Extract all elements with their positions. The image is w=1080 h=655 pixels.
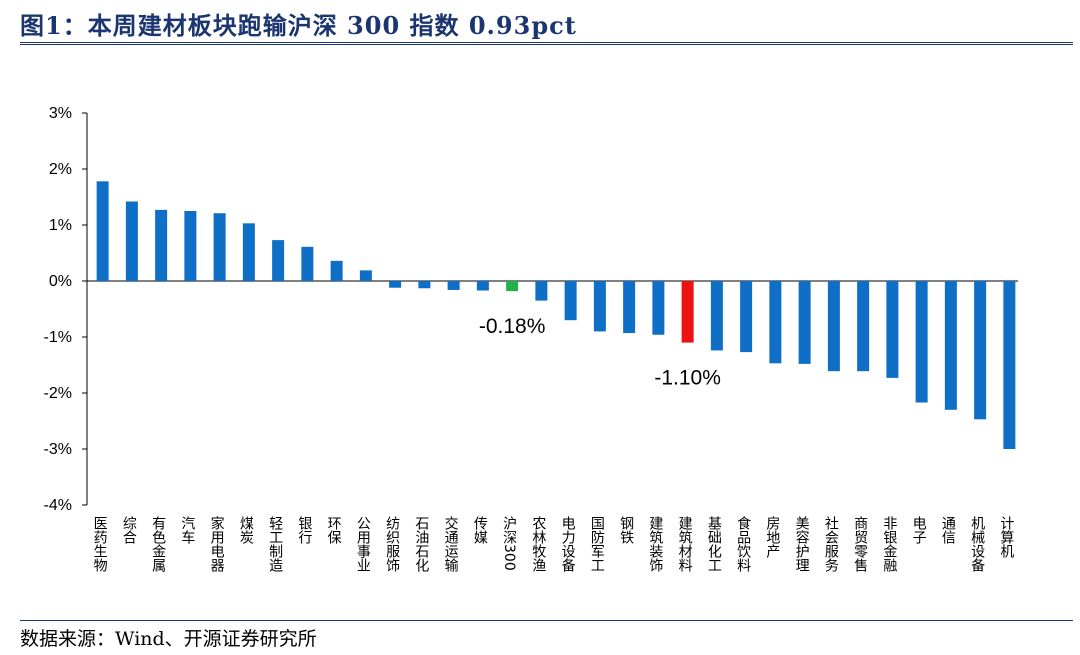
bar [242,223,255,281]
x-tick-label: 钢铁 [618,516,634,544]
x-tick-label: 社会服务 [823,516,839,572]
x-tick-label: 传媒 [472,516,488,544]
category-labels: 医药生物 综合 有色金属 汽车 家用电器 煤炭 轻工制造 银行 环保 公用事业 纺织服饰 石油石化 交通… [92,515,1015,573]
x-tick-label: 石油石化 [413,516,429,573]
bar [476,281,489,291]
y-tick-label: -1% [44,329,72,346]
bar [652,281,665,335]
bar [535,281,548,301]
chart-axes: 3% 2% 1% 0% -1% -2% -3% -4% [44,105,1018,514]
x-tick-label: 建筑材料 [677,516,693,572]
x-tick-label: 家用电器 [209,515,225,572]
bar [389,281,402,288]
bar-chart: 3% 2% 1% 0% -1% -2% -3% -4% 医药生物 综合 有色金属 汽车 家用电器 煤炭轻… [44,105,1018,573]
x-tick-label: 环保 [326,516,342,544]
bar [155,209,168,281]
x-tick-label: 公用事业 [355,516,371,572]
x-tick-label: 银行 [296,516,312,545]
bar [827,281,840,372]
footer-rule [20,620,1073,621]
x-tick-label: 房地产 [764,516,780,559]
bar [301,246,314,281]
figure-title: 图1：本周建材板块跑输沪深 300 指数 0.93pct [20,11,577,40]
x-tick-label: 机械设备 [969,516,985,572]
x-tick-label: 建筑装饰 [647,516,663,572]
x-tick-label: 非银金融 [881,516,897,572]
bar [213,213,226,281]
bar [1003,281,1016,449]
bar [184,211,197,281]
bar-series [96,181,1016,449]
y-tick-label: 3% [49,105,72,122]
x-tick-label: 纺织服饰 [384,516,400,572]
bar [710,281,723,351]
x-tick-label: 电力设备 [560,516,576,572]
y-tick-label: -2% [44,385,72,402]
bar [944,281,957,410]
bar [418,281,431,289]
x-tick-label: 商贸零售 [852,516,868,572]
bar [593,281,606,332]
bar [915,281,928,403]
data-annotations: -0.18% -1.10% [479,315,721,390]
x-tick-label: 有色金属 [150,516,166,572]
bar [798,281,811,364]
x-tick-label: 国防军工 [589,516,605,572]
bar [330,260,343,281]
y-tick-label: -3% [44,441,72,458]
bar [740,281,753,353]
x-tick-label: 煤炭 [238,516,254,544]
x-tick-label: 通信 [940,516,956,544]
x-tick-label: 农林牧渔 [530,516,546,572]
bar [681,281,694,343]
bar [447,281,460,290]
y-tick-label: -4% [44,497,72,514]
data-source: 数据来源：Wind、开源证券研究所 [20,628,317,650]
bar [974,281,987,420]
x-tick-label: 汽车 [179,516,195,544]
bar [769,281,782,364]
x-tick-label: 基础化工 [706,515,722,572]
bar [623,281,636,334]
bar [96,181,109,281]
bar [125,201,138,281]
bar [564,281,577,321]
x-tick-label: 轻工制造 [267,516,283,573]
x-tick-label: 电子 [911,516,927,544]
x-tick-label: 沪深300 [501,516,517,571]
x-tick-label: 医药生物 [92,516,108,573]
x-tick-label: 美容护理 [794,516,810,572]
data-label: -1.10% [654,367,721,390]
title-rule-inner [20,44,1073,45]
x-tick-label: 计算机 [998,516,1014,559]
y-tick-label: 1% [49,217,72,234]
title-rule [20,42,1073,43]
bar [506,281,519,292]
bar [359,270,372,281]
x-tick-label: 综合 [121,516,137,544]
bar [886,281,899,378]
y-tick-label: 2% [49,161,72,178]
bar [857,281,870,372]
bar [272,240,285,281]
data-label: -0.18% [479,315,546,338]
y-tick-label: 0% [49,273,72,290]
x-tick-label: 食品饮料 [735,515,751,572]
x-tick-label: 交通运输 [443,515,459,572]
